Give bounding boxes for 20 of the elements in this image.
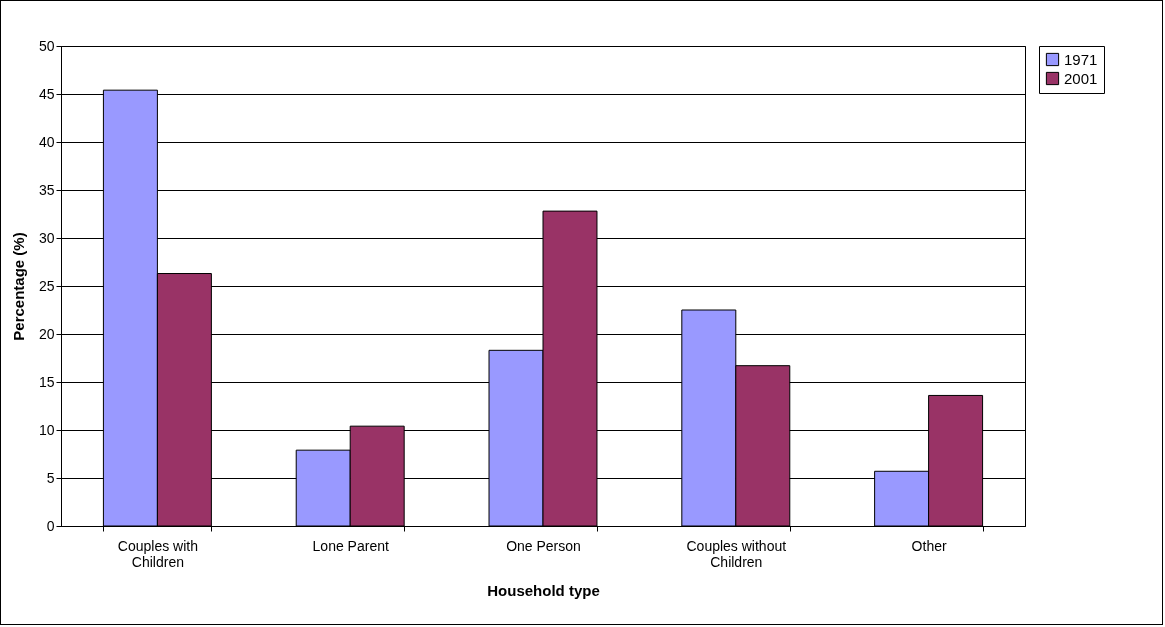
- legend-label: 2001: [1064, 69, 1098, 87]
- y-tick-label: 5: [46, 469, 55, 486]
- y-axis-title: Percentage (%): [9, 232, 27, 341]
- x-tick-label: Lone Parent: [312, 537, 389, 554]
- y-tick-label: 45: [38, 85, 55, 102]
- y-tick-label: 0: [46, 517, 55, 534]
- x-tick-label: One Person: [506, 537, 581, 554]
- legend-label: 1971: [1064, 50, 1098, 68]
- y-tick-label: 35: [38, 181, 55, 198]
- y-tick-label: 40: [38, 133, 55, 150]
- y-tick-label: 15: [38, 373, 55, 390]
- x-tick-label: Couples with Children: [117, 537, 198, 570]
- y-tick-label: 10: [38, 421, 55, 438]
- y-tick-label: 20: [38, 325, 55, 342]
- x-axis-title: Household type: [487, 581, 600, 599]
- y-tick-label: 25: [38, 277, 55, 294]
- y-tick-label: 50: [38, 37, 55, 54]
- x-tick-label: Couples without Children: [686, 537, 787, 570]
- y-tick-label: 30: [38, 229, 55, 246]
- x-tick-label: Other: [911, 537, 947, 554]
